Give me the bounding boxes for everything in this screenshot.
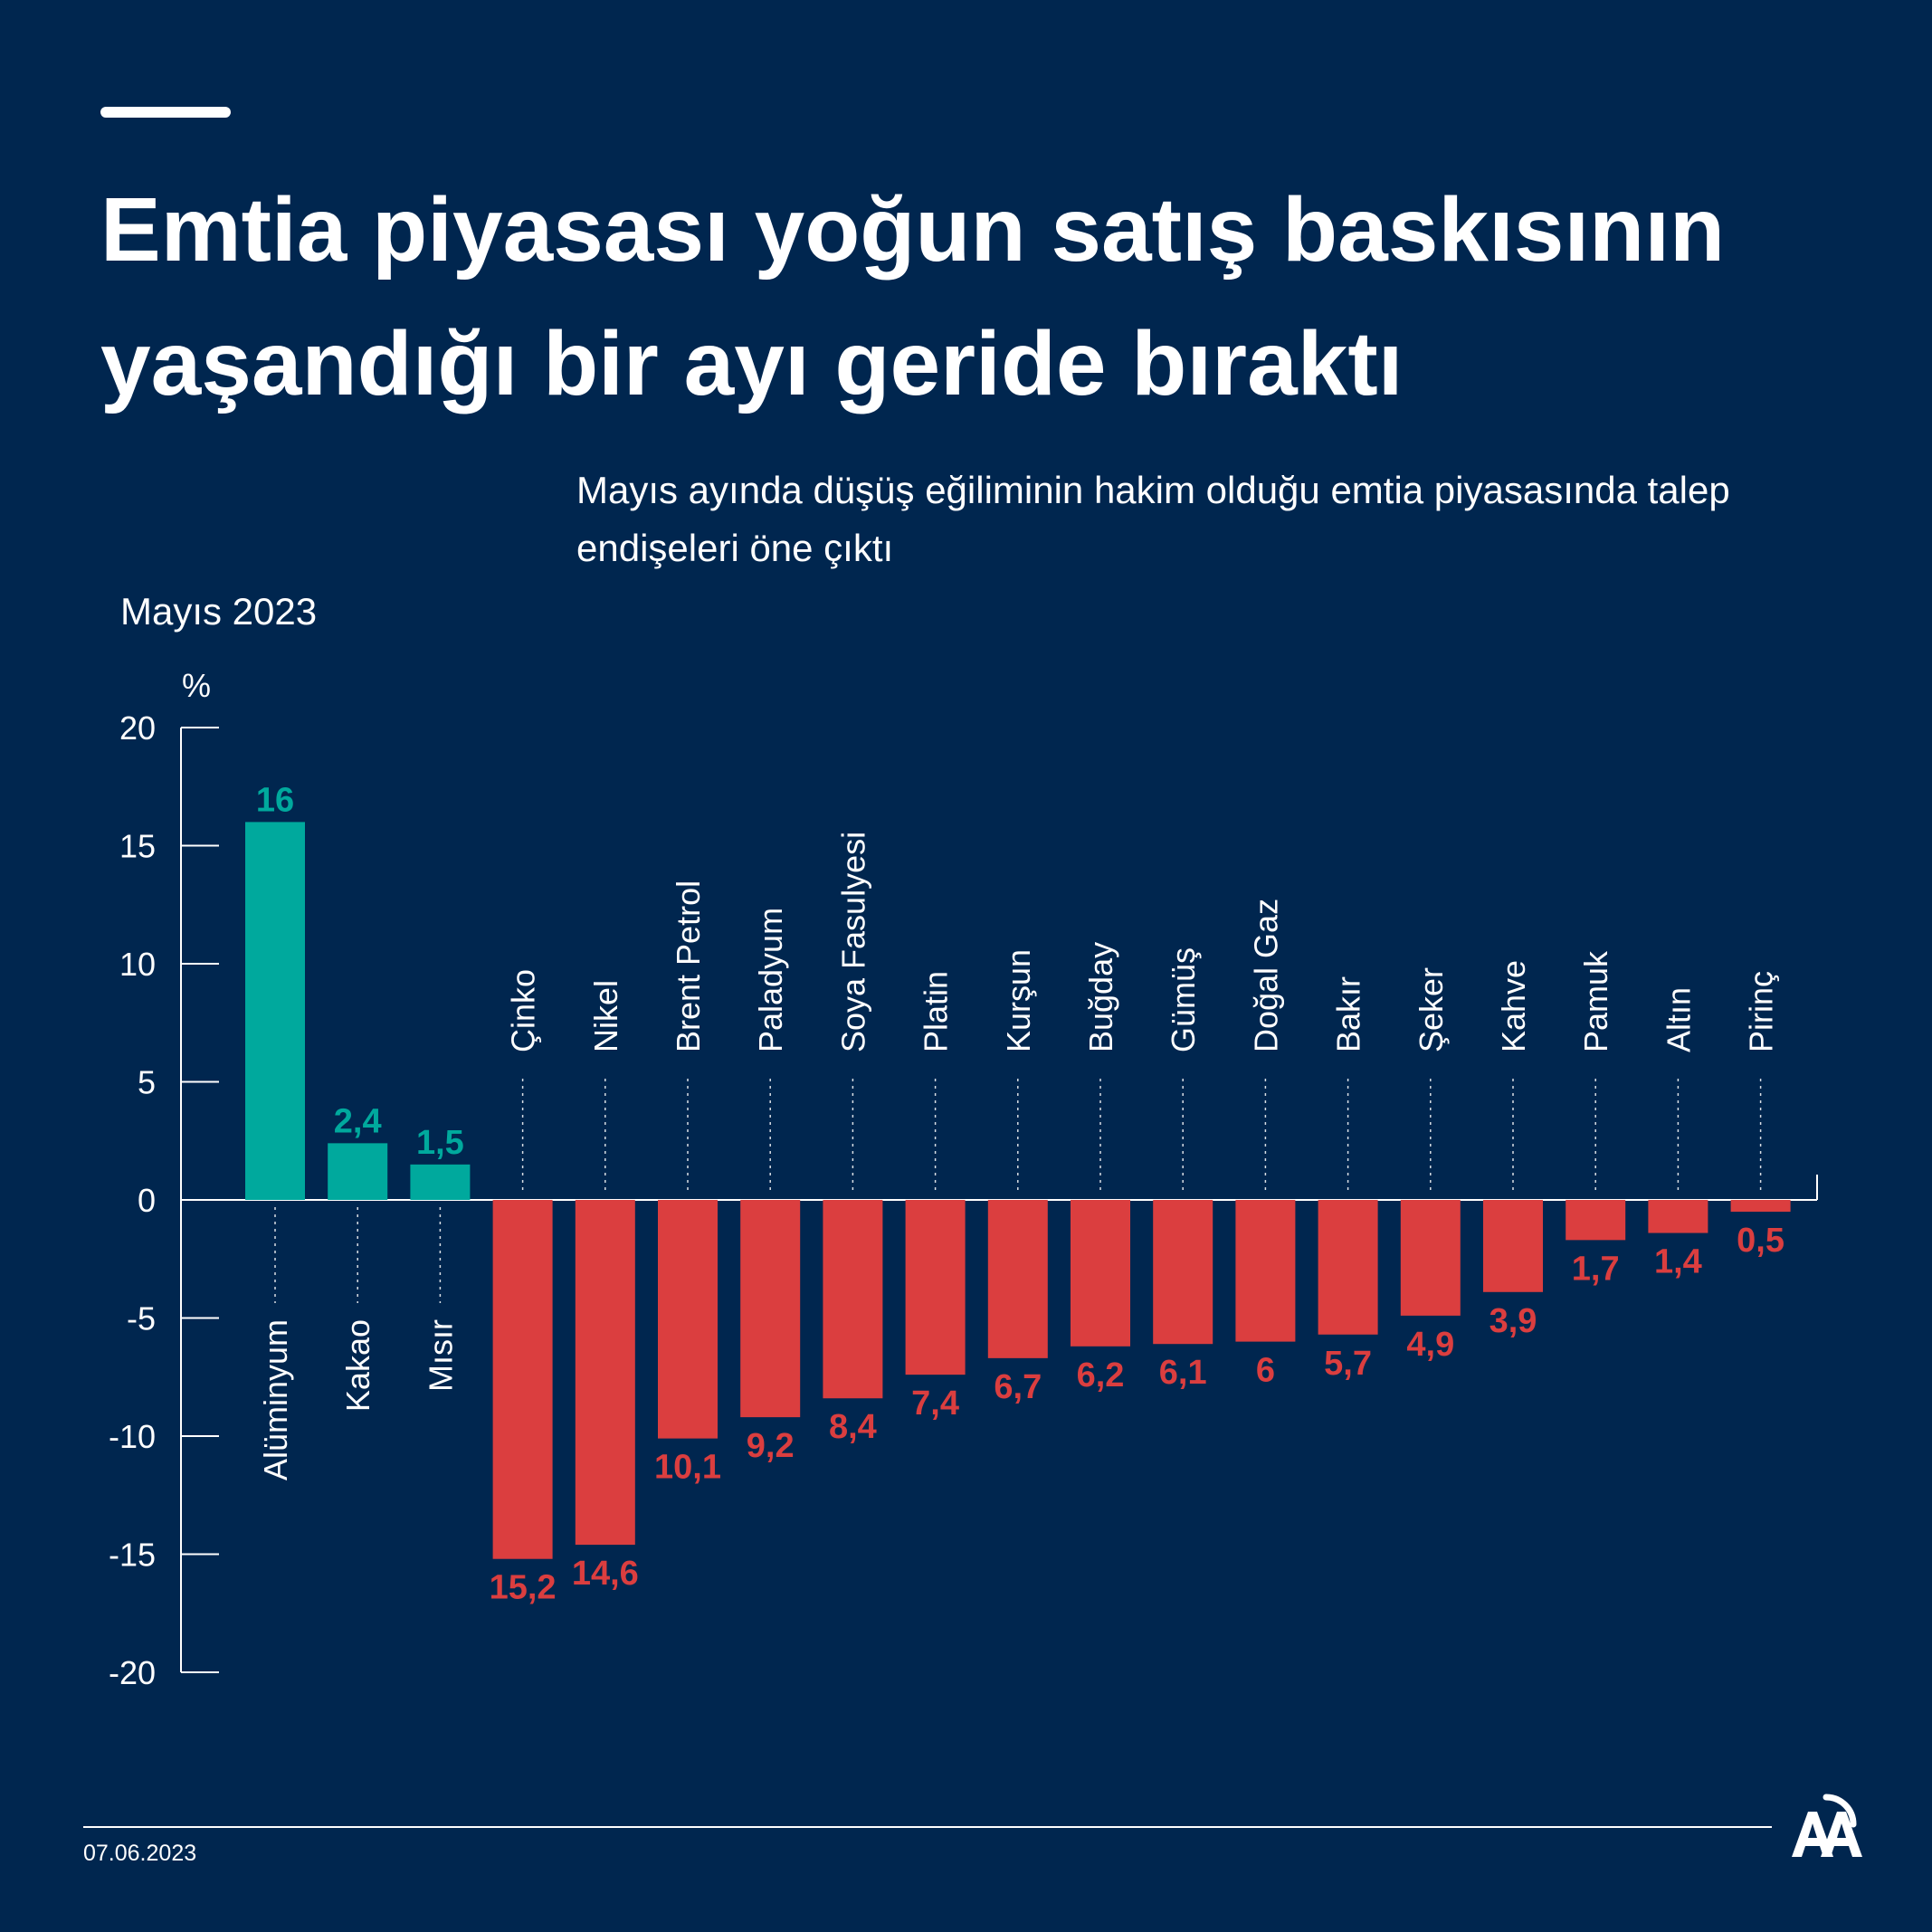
category-label: Çinko [505, 969, 542, 1052]
category-label: Platin [918, 971, 955, 1052]
category-label: Mısır [422, 1319, 459, 1392]
bar-value-label: 10,1 [654, 1449, 721, 1487]
category-label: Kahve [1495, 960, 1532, 1052]
category-label: Buğday [1082, 942, 1119, 1052]
bar [1153, 1200, 1213, 1345]
bar-value-label: 16 [256, 781, 294, 819]
y-tick-label: 10 [119, 946, 156, 983]
bar [1071, 1200, 1130, 1347]
y-tick-label: 20 [119, 709, 156, 747]
bar [492, 1200, 553, 1559]
y-tick-label: -20 [109, 1654, 156, 1691]
footer-date: 07.06.2023 [83, 1841, 197, 1866]
bar [245, 822, 305, 1200]
y-tick-label: 15 [119, 828, 156, 865]
y-tick-label: 0 [138, 1182, 156, 1219]
bar [328, 1143, 388, 1200]
bar [1400, 1200, 1461, 1316]
category-label: Brent Petrol [670, 880, 707, 1052]
category-label: Doğal Gaz [1247, 899, 1284, 1052]
category-label: Pirinç [1743, 971, 1780, 1052]
bar-value-label: 15,2 [490, 1569, 557, 1607]
bar [658, 1200, 718, 1439]
bar-value-label: 6 [1256, 1352, 1275, 1390]
chart-period-label: Mayıs 2023 [120, 590, 318, 633]
bar-value-label: 14,6 [572, 1555, 639, 1593]
page-title: Emtia piyasası yoğun satış baskısının ya… [100, 179, 1726, 414]
label-layer: 16 Alüminyum 2,4 Kakao 1,5 Mısır 15,2 Çinko 14,6… [256, 781, 1784, 1606]
bar-value-label: 1,4 [1654, 1243, 1702, 1281]
axis-layer: % 20 15 10 5 0 -5 -10 -15 -20 [109, 667, 1818, 1691]
category-label: Altın [1660, 987, 1697, 1052]
bar-value-label: 6,2 [1077, 1356, 1125, 1394]
bar-value-label: 7,4 [911, 1385, 959, 1423]
y-tick-label: -15 [109, 1537, 156, 1574]
bar [1566, 1200, 1626, 1241]
category-label: Bakır [1330, 976, 1367, 1052]
bar [575, 1200, 635, 1546]
bar-value-label: 3,9 [1489, 1302, 1537, 1340]
bar [1648, 1200, 1708, 1233]
title-accent-rule [100, 107, 231, 118]
y-tick-label: 5 [138, 1064, 156, 1101]
bar [823, 1200, 883, 1399]
bar [1235, 1200, 1296, 1342]
bar-value-label: 1,5 [416, 1124, 464, 1162]
bar [905, 1200, 966, 1375]
bar-value-label: 6,7 [994, 1368, 1042, 1406]
bar [1318, 1200, 1378, 1335]
y-tick-label: -5 [127, 1300, 156, 1337]
category-label: Pamuk [1577, 950, 1614, 1052]
aa-logo-icon [1792, 1794, 1862, 1857]
y-tick-label: -10 [109, 1418, 156, 1455]
bar-layer [245, 822, 1791, 1559]
bar-value-label: 1,7 [1572, 1250, 1620, 1288]
category-label: Nikel [587, 980, 624, 1052]
bar-value-label: 5,7 [1324, 1345, 1372, 1383]
bar-value-label: 6,1 [1159, 1354, 1207, 1392]
bar-value-label: 4,9 [1406, 1326, 1454, 1364]
bar [1730, 1200, 1791, 1213]
bar-value-label: 2,4 [334, 1102, 382, 1140]
category-label: Kurşun [1000, 949, 1037, 1052]
bar-value-label: 9,2 [747, 1427, 795, 1465]
bar [740, 1200, 801, 1418]
footer-rule [83, 1826, 1772, 1828]
category-label: Soya Fasulyesi [834, 832, 871, 1052]
y-axis-unit-label: % [182, 667, 211, 704]
bar [410, 1164, 471, 1200]
bar-value-label: 0,5 [1737, 1222, 1784, 1260]
bar [1483, 1200, 1543, 1292]
category-label: Alüminyum [257, 1319, 294, 1480]
bar [987, 1200, 1048, 1358]
category-label: Şeker [1413, 967, 1450, 1052]
category-label: Kakao [339, 1319, 376, 1412]
bar-value-label: 8,4 [829, 1408, 877, 1446]
category-label: Paladyum [752, 908, 789, 1052]
category-label: Gümüş [1165, 947, 1202, 1052]
chart-subtitle: Mayıs ayında düşüş eğiliminin hakim oldu… [576, 469, 1730, 569]
